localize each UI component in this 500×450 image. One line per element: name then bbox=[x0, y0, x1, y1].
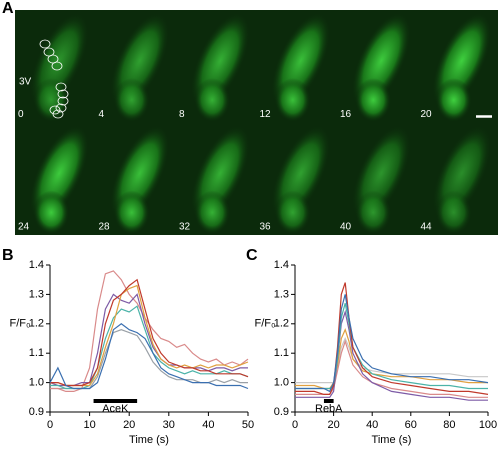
tile-glow bbox=[113, 78, 150, 122]
tile-glow bbox=[194, 78, 231, 122]
y-tick-label: 1.4 bbox=[29, 259, 44, 271]
roi-circle bbox=[57, 89, 69, 99]
panel-label: C bbox=[246, 247, 258, 264]
frame-label: 24 bbox=[18, 222, 30, 233]
stimulus-bar bbox=[93, 399, 138, 403]
trace-line bbox=[50, 305, 249, 390]
x-tick-label: 60 bbox=[405, 419, 417, 431]
y-tick-label: 0.9 bbox=[274, 406, 289, 418]
y-axis-label: F/F₀ bbox=[9, 318, 30, 330]
tile-glow bbox=[274, 78, 311, 122]
tile-glow bbox=[194, 190, 231, 235]
image-tile: 8 bbox=[176, 10, 257, 123]
roi-circle bbox=[57, 96, 69, 106]
x-tick-label: 30 bbox=[163, 419, 175, 431]
x-tick-label: 20 bbox=[327, 419, 339, 431]
frame-label: 40 bbox=[340, 222, 352, 233]
image-tile: 40 bbox=[337, 122, 418, 235]
y-tick-label: 1.1 bbox=[29, 347, 44, 359]
roi-circle bbox=[39, 39, 51, 49]
panel-label: A bbox=[2, 0, 14, 17]
tile-glow bbox=[33, 190, 70, 235]
x-tick-label: 0 bbox=[292, 419, 298, 431]
x-tick-label: 10 bbox=[83, 419, 95, 431]
trace-line bbox=[49, 323, 249, 390]
tile-glow bbox=[355, 190, 392, 235]
y-tick-label: 1.2 bbox=[274, 318, 289, 330]
y-tick-label: 1.3 bbox=[274, 288, 289, 300]
roi-circle bbox=[49, 105, 61, 115]
tile-glow bbox=[274, 190, 311, 235]
roi-circle bbox=[43, 47, 55, 57]
y-tick-label: 1.0 bbox=[274, 377, 289, 389]
tile-glow bbox=[33, 78, 70, 122]
y-tick-label: 1.0 bbox=[29, 377, 44, 389]
y-tick-label: 0.9 bbox=[29, 406, 44, 418]
image-tile: 36 bbox=[256, 122, 337, 235]
panel-label: B bbox=[2, 247, 14, 264]
tile-glow bbox=[355, 78, 392, 122]
frame-label: 28 bbox=[99, 222, 111, 233]
y-tick-label: 1.2 bbox=[29, 318, 44, 330]
trace-line bbox=[295, 337, 488, 384]
frame-label: 36 bbox=[260, 222, 272, 233]
x-tick-label: 100 bbox=[479, 419, 497, 431]
x-tick-label: 40 bbox=[202, 419, 214, 431]
trace-line bbox=[50, 278, 249, 387]
trace-line bbox=[50, 329, 248, 390]
trace-line bbox=[295, 294, 489, 393]
image-tile: 24 bbox=[15, 122, 96, 235]
stimulus-label: RebA bbox=[315, 403, 343, 415]
frame-label: 4 bbox=[99, 109, 105, 120]
image-tile: 12 bbox=[256, 10, 337, 123]
roi-circle bbox=[51, 61, 63, 71]
frame-label: 0 bbox=[18, 109, 24, 120]
y-tick-label: 1.1 bbox=[274, 347, 289, 359]
tile-glow bbox=[435, 190, 472, 235]
image-tile: 32 bbox=[176, 122, 257, 235]
x-axis-label: Time (s) bbox=[372, 434, 412, 446]
image-tile: 16 bbox=[337, 10, 418, 123]
y-tick-label: 1.4 bbox=[274, 259, 289, 271]
trace-line bbox=[49, 293, 248, 387]
x-tick-label: 80 bbox=[443, 419, 455, 431]
frame-label: 16 bbox=[340, 109, 352, 120]
x-tick-label: 0 bbox=[47, 419, 53, 431]
frame-label: 20 bbox=[421, 109, 433, 120]
trace-line bbox=[295, 309, 488, 401]
stimulus-label: AceK bbox=[102, 403, 129, 415]
frame-label: 32 bbox=[179, 222, 191, 233]
image-tile: 4 bbox=[95, 10, 176, 123]
roi-circle bbox=[47, 54, 59, 64]
frame-label: 8 bbox=[179, 109, 185, 120]
x-tick-label: 40 bbox=[366, 419, 378, 431]
tile-glow bbox=[113, 190, 150, 235]
y-tick-label: 1.3 bbox=[29, 288, 44, 300]
tile-glow bbox=[435, 78, 472, 122]
trace-line bbox=[295, 282, 489, 395]
image-tile: 0 3V bbox=[15, 10, 96, 123]
image-tile: 20 bbox=[417, 10, 498, 123]
roi-circle bbox=[55, 82, 67, 92]
frame-label: 44 bbox=[421, 222, 433, 233]
frame-label: 12 bbox=[260, 109, 272, 120]
y-axis-label: F/F₀ bbox=[254, 318, 275, 330]
x-tick-label: 50 bbox=[242, 419, 254, 431]
roi-circle bbox=[55, 103, 67, 113]
image-grid: 0 3V 4 8 12 16 20 24 28 32 36 40 44 bbox=[15, 10, 498, 235]
x-tick-label: 20 bbox=[123, 419, 135, 431]
stimulus-bar bbox=[323, 399, 334, 403]
region-label: 3V bbox=[19, 77, 32, 88]
image-tile: 28 bbox=[95, 122, 176, 235]
x-axis-label: Time (s) bbox=[129, 434, 169, 446]
image-tile: 44 bbox=[417, 122, 498, 235]
